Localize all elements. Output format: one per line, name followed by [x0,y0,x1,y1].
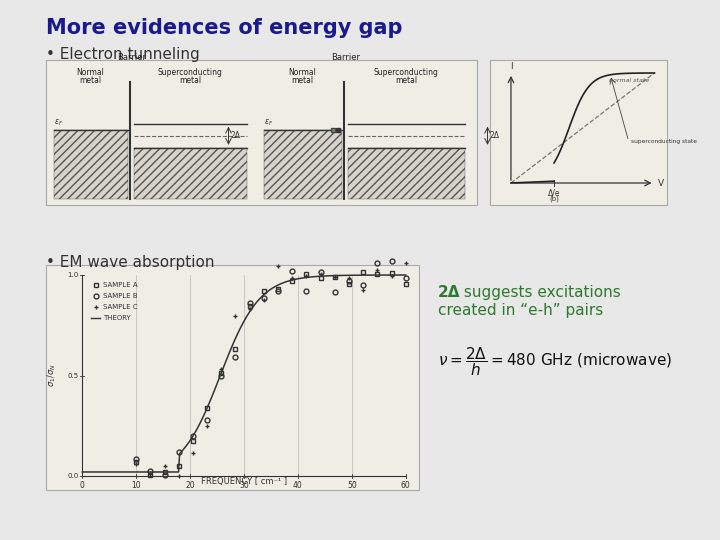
Text: metal: metal [395,76,418,85]
Text: (b): (b) [549,195,559,201]
Bar [490,60,667,205]
Text: FREQUENCY [ cm⁻¹ ]: FREQUENCY [ cm⁻¹ ] [201,477,287,486]
Text: 0: 0 [80,481,85,490]
THEORY [78,469,86,475]
THEORY [79,469,88,475]
Text: V: V [658,179,665,187]
Text: Normal: Normal [76,68,104,77]
Text: 2Δ: 2Δ [438,285,461,300]
Text: SAMPLE C: SAMPLE C [104,304,138,310]
Text: 2Δ: 2Δ [230,131,240,140]
Text: Barrier: Barrier [331,53,360,62]
Bar [46,265,419,490]
Bar [46,60,477,205]
Text: 30: 30 [239,481,249,490]
THEORY [276,281,284,287]
THEORY [269,284,278,291]
Text: • EM wave absorption: • EM wave absorption [46,255,215,270]
Text: $\sigma_1/\sigma_N$: $\sigma_1/\sigma_N$ [45,363,58,387]
Bar [134,148,247,199]
Text: 50: 50 [347,481,356,490]
Text: superconducting state: superconducting state [631,139,696,144]
Text: metal: metal [291,76,313,85]
Text: 1.0: 1.0 [67,272,78,278]
Text: • Electron tunneling: • Electron tunneling [46,47,199,62]
Text: THEORY: THEORY [104,315,131,321]
Text: Superconducting: Superconducting [158,68,223,77]
Text: 60: 60 [401,481,410,490]
Text: 0.0: 0.0 [67,473,78,479]
Bar [348,148,465,199]
Text: 2Δ: 2Δ [490,131,500,140]
Text: metal: metal [79,76,101,85]
Line: THEORY: THEORY [82,275,405,472]
Text: More evidences of energy gap: More evidences of energy gap [46,18,402,38]
Text: Barrier: Barrier [117,53,147,62]
Text: Superconducting: Superconducting [374,68,438,77]
Text: 10: 10 [131,481,141,490]
Text: Normal: Normal [288,68,316,77]
Bar [264,130,342,199]
Text: created in “e-h” pairs: created in “e-h” pairs [438,303,603,318]
Text: suggests excitations: suggests excitations [459,285,621,300]
Text: $\nu = \dfrac{2\Delta}{h} = 480\ \mathrm{GHz\ (microwave)}$: $\nu = \dfrac{2\Delta}{h} = 480\ \mathrm… [438,345,672,378]
Text: SAMPLE B: SAMPLE B [104,293,138,299]
THEORY [371,272,379,278]
Text: 40: 40 [293,481,303,490]
THEORY [351,272,359,279]
Text: $\epsilon_F$: $\epsilon_F$ [53,117,63,128]
Text: Δ/e: Δ/e [548,188,560,197]
Text: normal state: normal state [609,78,649,83]
THEORY [401,272,410,278]
THEORY [271,284,279,290]
Text: SAMPLE A: SAMPLE A [104,282,138,288]
Text: 0.5: 0.5 [68,373,78,379]
Bar [53,130,128,199]
Text: metal: metal [179,76,202,85]
Text: I: I [510,62,512,71]
Text: 20: 20 [185,481,195,490]
Text: $\epsilon_F$: $\epsilon_F$ [264,117,274,128]
